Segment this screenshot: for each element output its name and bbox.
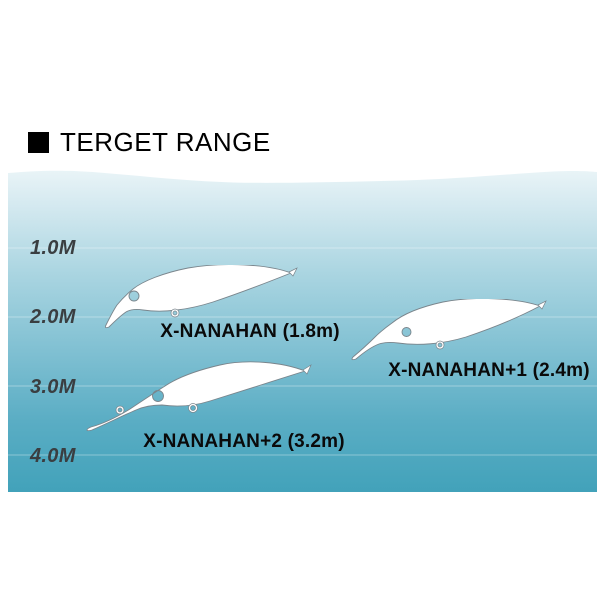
tail-hanger [302,364,312,375]
lure-x-nanahan-plus1 [351,299,547,361]
depth-label-3m: 3.0M [30,376,76,398]
depth-label-4m: 4.0M [30,445,76,467]
hook-hanger-ring [188,403,198,413]
page-title: TERGET RANGE [60,127,271,157]
lure-caption: X-NANAHAN+2 (3.2m) [143,431,345,452]
lure-x-nanahan-plus2 [86,361,312,432]
tail-hanger [537,300,547,310]
tail-hanger [288,267,298,277]
water-surface-wave [8,170,597,492]
depth-label-2m: 2.0M [30,306,76,328]
line-tie-ring [115,405,125,415]
black-square-icon [28,132,49,153]
lure-body [104,265,293,329]
hook-hanger-ring [170,308,180,318]
depth-label-1m: 1.0M [30,237,76,259]
depth-gridlines [8,247,597,456]
water-area [8,170,597,492]
lure-body [351,299,542,361]
lure-body [86,361,307,432]
lure-caption: X-NANAHAN+1 (2.4m) [388,360,590,381]
title-row: TERGET RANGE [28,127,271,157]
lure-x-nanahan [104,265,298,329]
lure-caption: X-NANAHAN (1.8m) [160,321,340,342]
hook-hanger-ring [435,340,445,350]
